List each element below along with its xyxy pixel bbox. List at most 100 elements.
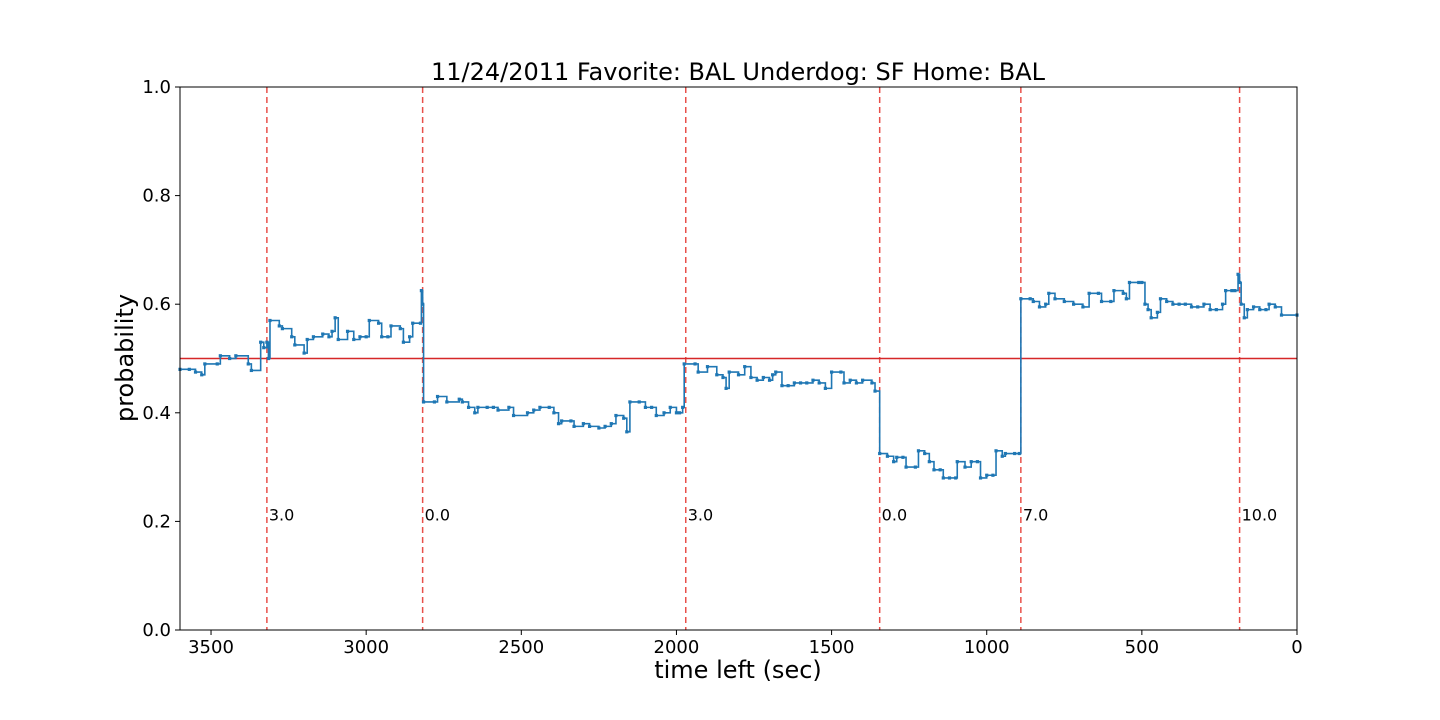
series-point [1273, 305, 1277, 309]
series-point [367, 318, 371, 323]
series-point [330, 329, 334, 333]
series-point [466, 405, 471, 409]
series-point [435, 394, 440, 399]
series-point [1044, 302, 1048, 306]
series-point [969, 460, 973, 464]
series-point [643, 405, 648, 409]
series-point [265, 340, 269, 344]
series-point [1017, 451, 1021, 456]
series-point [625, 430, 629, 434]
series-point [1242, 316, 1246, 320]
x-tick-label: 1000 [964, 637, 1010, 658]
x-tick-label: 1500 [809, 637, 855, 658]
series-point [203, 362, 207, 366]
series-point [1087, 291, 1091, 295]
x-tick-label: 2000 [654, 637, 700, 658]
series-point [302, 351, 306, 355]
series-point [975, 460, 980, 464]
series-point [398, 327, 402, 331]
series-point [938, 468, 942, 472]
series-point [1158, 297, 1163, 301]
x-tick-label: 3500 [188, 637, 234, 658]
series-point [978, 476, 983, 480]
series-point [401, 340, 405, 344]
series-point [798, 381, 803, 385]
series-point [1258, 308, 1262, 312]
series-point [1220, 302, 1225, 306]
series-point [1096, 291, 1101, 295]
series-point [507, 405, 511, 409]
series-point [246, 362, 250, 366]
series-point [532, 408, 536, 412]
series-point [811, 378, 815, 382]
series-point [1028, 297, 1032, 301]
series-point [609, 422, 613, 426]
series-point [1143, 302, 1147, 306]
series-point [228, 356, 232, 361]
series-point [885, 454, 890, 458]
vertical-marker-label: 3.0 [269, 505, 294, 524]
series-point [628, 400, 632, 404]
series-point [895, 455, 899, 459]
series-point [654, 413, 658, 418]
series-point [941, 476, 945, 480]
series-point [622, 416, 626, 420]
series-point [364, 335, 368, 339]
series-point [1121, 291, 1125, 295]
series-point [597, 426, 601, 430]
series-point [823, 386, 827, 390]
y-tick-label: 1.0 [142, 77, 171, 98]
series-point [218, 354, 222, 358]
series-point [445, 400, 449, 404]
series-point [1081, 305, 1085, 309]
series-point [927, 460, 931, 464]
series-point [376, 321, 381, 325]
series-point [727, 370, 731, 374]
series-point [892, 460, 896, 464]
series-point [854, 381, 859, 385]
series-point [1279, 313, 1284, 317]
series-point [266, 356, 271, 361]
series-point [1245, 308, 1249, 312]
series-point [771, 373, 775, 377]
y-tick-label: 0.6 [142, 294, 171, 315]
series-point [496, 408, 500, 412]
series-point [1109, 299, 1113, 304]
series-point [994, 449, 998, 453]
series-point [1230, 289, 1234, 293]
vertical-marker-label: 3.0 [688, 505, 713, 524]
series-point [305, 337, 309, 342]
series-point [1183, 302, 1187, 306]
series-point [681, 405, 685, 409]
series-point [419, 289, 423, 293]
series-point [1233, 289, 1237, 293]
series-point [1224, 289, 1228, 293]
series-point [473, 411, 477, 415]
series-point [1239, 302, 1243, 306]
x-axis-title: time left (sec) [654, 656, 822, 684]
series-point [336, 337, 340, 342]
series-point [878, 451, 882, 456]
series-point [954, 476, 958, 480]
series-point [786, 384, 790, 388]
series-point [1037, 305, 1042, 309]
series-point [581, 422, 585, 426]
series-point [755, 378, 759, 382]
series-point [1112, 289, 1116, 293]
series-point [817, 381, 821, 385]
series-point [511, 413, 516, 418]
series-point [991, 473, 995, 477]
series-point [249, 368, 253, 373]
series-point [1053, 297, 1057, 301]
series-point [1127, 280, 1132, 285]
series-point [311, 335, 316, 339]
series-point [805, 381, 809, 385]
series-point [985, 473, 989, 477]
series-point [358, 335, 362, 339]
series-point [767, 378, 772, 382]
series-group [178, 272, 1299, 480]
vertical-marker-label: 7.0 [1023, 505, 1048, 524]
series-point [293, 343, 297, 347]
series-point [1177, 302, 1181, 306]
series-point [259, 340, 263, 344]
